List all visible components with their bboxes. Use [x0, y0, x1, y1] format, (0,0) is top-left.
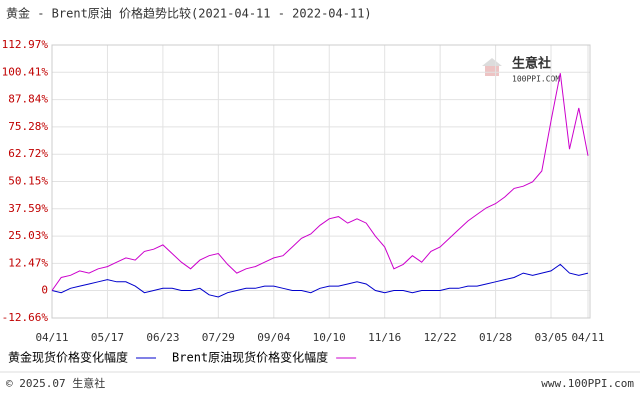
x-tick-label: 07/29 — [202, 331, 235, 344]
x-tick-label: 10/10 — [313, 331, 346, 344]
footer-right: www.100PPI.com — [541, 377, 634, 390]
y-tick-label: 112.97% — [2, 38, 49, 51]
footer-left: © 2025.07 生意社 — [6, 376, 105, 390]
series-line — [51, 73, 589, 291]
x-tick-label: 01/28 — [479, 331, 512, 344]
watermark-icon — [482, 58, 502, 76]
chart-title: 黄金 - Brent原油 价格趋势比较(2021-04-11 - 2022-04… — [6, 6, 372, 21]
x-tick-label: 03/05 — [534, 331, 567, 344]
y-tick-label: 87.84% — [8, 93, 48, 106]
x-tick-label: 04/11 — [35, 331, 68, 344]
legend-label: 黄金现货价格变化幅度 — [8, 350, 128, 365]
x-tick-label: 06/23 — [146, 331, 179, 344]
plot-frame — [51, 44, 591, 319]
y-tick-label: 75.28% — [8, 120, 48, 133]
watermark-url: 100PPI.COM — [512, 75, 560, 84]
watermark-text: 生意社 — [512, 56, 551, 72]
y-tick-label: 50.15% — [8, 175, 48, 188]
y-tick-label: 12.47% — [8, 256, 48, 269]
x-tick-label: 05/17 — [91, 331, 124, 344]
series-line — [51, 263, 589, 298]
x-tick-label: 04/11 — [571, 331, 604, 344]
x-tick-label: 11/16 — [368, 331, 401, 344]
y-tick-label: 25.03% — [8, 229, 48, 242]
y-tick-label: 37.59% — [8, 202, 48, 215]
legend-label: Brent原油现货价格变化幅度 — [172, 350, 328, 365]
y-tick-label: 0 — [41, 283, 48, 296]
y-tick-label: -12.66% — [2, 311, 49, 324]
x-tick-label: 09/04 — [257, 331, 290, 344]
y-tick-label: 62.72% — [8, 147, 48, 160]
y-tick-label: 100.41% — [2, 65, 49, 78]
x-tick-label: 12/22 — [424, 331, 457, 344]
